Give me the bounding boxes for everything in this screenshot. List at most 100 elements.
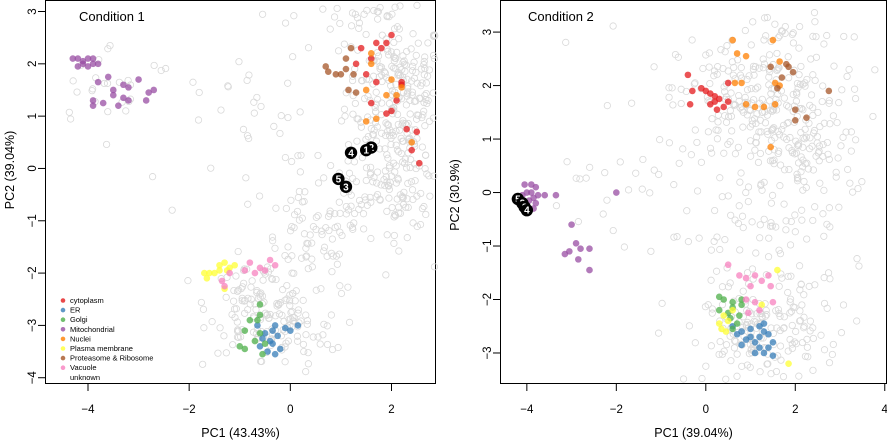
background-point (728, 127, 736, 135)
background-point (809, 334, 817, 343)
background-point (214, 349, 222, 357)
data-point (747, 333, 754, 341)
background-point (779, 121, 788, 129)
background-point (665, 93, 673, 101)
background-point (283, 295, 291, 303)
background-point (756, 368, 764, 376)
background-point (739, 123, 747, 131)
data-point (789, 68, 797, 76)
background-point (798, 301, 806, 309)
background-point (299, 340, 308, 349)
data-point (357, 44, 365, 52)
background-point (417, 189, 425, 198)
background-point (786, 295, 795, 303)
background-point (816, 122, 824, 131)
background-point (747, 152, 755, 160)
background-point (819, 82, 827, 90)
background-point (819, 210, 827, 218)
background-point (376, 3, 384, 12)
data-point (791, 106, 799, 113)
data-point (74, 63, 82, 70)
background-point (795, 44, 803, 52)
background-points (65, 1, 439, 376)
background-point (708, 305, 716, 313)
data-point (756, 333, 763, 341)
background-point (383, 231, 391, 239)
background-point (396, 63, 404, 71)
background-point (391, 212, 400, 220)
background-point (820, 40, 828, 48)
data-point (715, 320, 723, 327)
background-point (381, 181, 389, 190)
background-point (603, 101, 611, 110)
background-point (752, 85, 760, 93)
background-point (781, 166, 789, 174)
background-point (281, 296, 289, 304)
background-point (724, 140, 732, 148)
background-point (168, 206, 176, 214)
data-point (684, 71, 692, 79)
background-point (422, 151, 430, 159)
data-point (742, 274, 750, 282)
background-point (385, 194, 393, 202)
background-point (572, 174, 580, 182)
background-point (752, 249, 760, 257)
data-point (771, 100, 779, 108)
data-point (120, 81, 127, 89)
background-point (312, 286, 320, 294)
background-point (200, 324, 208, 332)
background-point (809, 104, 817, 112)
data-point (403, 125, 410, 133)
background-point (747, 85, 755, 93)
background-point (341, 112, 349, 120)
background-point (292, 287, 300, 295)
background-point (331, 210, 339, 218)
background-point (150, 61, 158, 70)
background-point (767, 324, 775, 332)
background-point (314, 151, 322, 160)
background-point (370, 6, 378, 15)
background-point (795, 140, 803, 148)
data-point (776, 58, 783, 65)
plot-frame (500, 0, 887, 384)
background-point (750, 71, 758, 79)
background-point (798, 338, 807, 347)
legend-swatch (60, 336, 66, 342)
data-point (342, 65, 350, 73)
background-point (281, 358, 289, 366)
data-point (561, 250, 569, 258)
background-point (704, 301, 712, 309)
background-point (801, 135, 809, 143)
background-point (393, 23, 402, 31)
background-point (347, 202, 355, 210)
background-point (355, 24, 363, 32)
background-point (364, 132, 372, 141)
highlight-marker (359, 143, 373, 157)
background-point (730, 63, 738, 72)
background-point (710, 72, 718, 80)
background-point (272, 204, 280, 212)
background-point (73, 88, 81, 96)
data-point (89, 102, 97, 109)
background-point (420, 71, 428, 79)
background-point (409, 195, 417, 204)
series-mitochondrial (69, 55, 158, 109)
legend-label: ER (70, 306, 81, 315)
background-point (319, 331, 327, 339)
background-point (733, 350, 741, 358)
background-point (818, 97, 826, 106)
background-point (397, 134, 405, 142)
background-point (394, 174, 402, 182)
background-point (430, 55, 439, 63)
background-point (403, 47, 411, 56)
data-point (528, 189, 535, 196)
legend-swatch (60, 327, 66, 332)
background-point (768, 125, 776, 134)
data-point (724, 98, 732, 105)
legend-label: Plasma membrane (70, 344, 133, 353)
data-point (724, 317, 732, 325)
background-point (388, 87, 397, 95)
background-point (301, 188, 309, 196)
background-point (684, 238, 692, 246)
background-point (395, 35, 403, 43)
